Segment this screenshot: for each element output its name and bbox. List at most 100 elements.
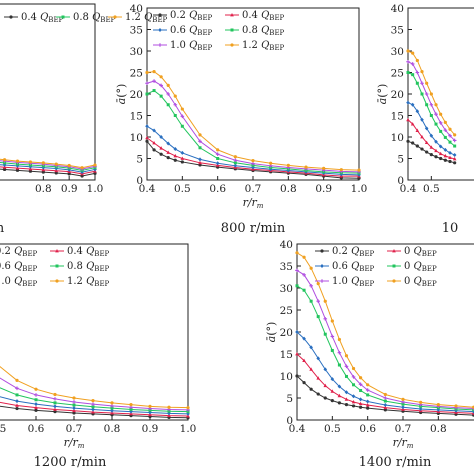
x-tick-label: 1.0 xyxy=(351,183,368,195)
data-point xyxy=(251,161,255,166)
data-point xyxy=(180,114,185,119)
data-point xyxy=(159,94,163,98)
y-tick-label: 0 xyxy=(286,415,293,427)
x-axis-label: r/rm xyxy=(393,436,414,450)
data-point xyxy=(420,81,424,86)
y-axis-label: ā(°) xyxy=(376,84,389,105)
data-point xyxy=(216,148,220,152)
data-point xyxy=(454,404,458,408)
data-point xyxy=(448,159,452,164)
data-point xyxy=(180,160,184,164)
data-point xyxy=(438,121,443,125)
plot-frame xyxy=(0,3,96,181)
data-point xyxy=(110,404,114,408)
legend-marker xyxy=(158,13,162,17)
data-point xyxy=(34,398,38,402)
data-point xyxy=(28,160,33,164)
legend-marker xyxy=(230,43,234,47)
data-point xyxy=(344,397,349,401)
data-point xyxy=(415,70,420,75)
legend-marker xyxy=(320,264,324,268)
data-point xyxy=(72,408,76,413)
data-point xyxy=(53,401,57,405)
data-point xyxy=(54,166,59,171)
series-line-0.4 xyxy=(146,137,359,177)
data-point xyxy=(429,102,434,107)
y-tick-label: 0 xyxy=(136,175,143,187)
data-point xyxy=(448,150,452,155)
data-point xyxy=(337,350,342,355)
data-point xyxy=(309,266,313,270)
data-point xyxy=(420,135,424,139)
data-point xyxy=(429,92,433,96)
legend-marker xyxy=(392,279,396,283)
data-point xyxy=(148,404,152,408)
legend-label: 0.8 QBEP xyxy=(73,12,116,24)
data-point xyxy=(443,158,447,162)
data-point xyxy=(309,387,313,391)
data-point xyxy=(351,404,356,408)
data-point xyxy=(152,128,156,133)
x-tick-label: 0.9 xyxy=(61,183,78,195)
data-point xyxy=(309,299,313,303)
data-point xyxy=(166,103,170,107)
y-tick-label: 40 xyxy=(391,3,404,15)
y-tick-label: 20 xyxy=(280,327,293,339)
data-point xyxy=(420,117,424,122)
chart-bottom-right: 0.4 0.5 0.6 0.7 0.8 0 5 10 15 20 25 30 35 40 ā(°) r/rm 1… xyxy=(265,239,474,470)
data-point xyxy=(406,59,410,64)
legend-label: 0.4 QBEP xyxy=(21,12,64,24)
data-point xyxy=(198,160,202,165)
y-tick-label: 5 xyxy=(397,154,404,166)
data-point xyxy=(443,128,448,132)
data-point xyxy=(309,345,313,350)
data-point xyxy=(173,94,177,98)
series-line-1.2 xyxy=(0,158,96,169)
panel-caption: 1400 r/min xyxy=(359,455,432,470)
data-point xyxy=(337,337,341,342)
data-point xyxy=(339,168,343,172)
data-point xyxy=(344,364,349,369)
data-point xyxy=(344,374,348,378)
x-tick-label: 0.7 xyxy=(395,423,412,435)
data-point xyxy=(344,354,349,358)
legend-label: 1.2 QBEP xyxy=(67,276,110,288)
data-point xyxy=(418,407,423,411)
data-point xyxy=(91,402,95,406)
data-point xyxy=(166,150,170,154)
data-point xyxy=(295,251,299,255)
series-line-1.0 xyxy=(0,377,189,411)
legend-label: 0.2 QBEP xyxy=(170,10,213,22)
data-point xyxy=(295,352,299,356)
data-point xyxy=(411,73,415,77)
y-tick-label: 40 xyxy=(130,3,143,15)
data-point xyxy=(233,155,237,159)
data-point xyxy=(129,403,133,407)
series-line-1.0 xyxy=(407,61,456,141)
data-point xyxy=(429,114,433,117)
data-point xyxy=(434,148,438,153)
data-point xyxy=(383,392,387,397)
x-tick-label: 0.4 xyxy=(289,423,306,435)
data-point xyxy=(286,163,290,167)
data-point xyxy=(316,392,320,396)
data-point xyxy=(424,140,429,144)
data-point xyxy=(358,382,363,387)
data-point xyxy=(415,128,420,132)
data-point xyxy=(316,315,320,319)
data-point xyxy=(129,407,133,411)
data-point xyxy=(443,153,448,158)
data-point xyxy=(453,144,457,148)
series-line-0.2 xyxy=(407,140,455,164)
data-point xyxy=(351,394,356,399)
data-point xyxy=(15,378,19,382)
x-tick-label: 0.6 xyxy=(28,423,45,435)
data-point xyxy=(406,49,410,53)
legend-marker xyxy=(158,43,162,47)
panel-caption: 800 r/min xyxy=(221,221,286,236)
data-point xyxy=(419,400,423,404)
data-point xyxy=(15,393,19,397)
y-tick-label: 15 xyxy=(280,349,293,361)
data-point xyxy=(406,100,410,105)
data-point xyxy=(269,161,273,165)
